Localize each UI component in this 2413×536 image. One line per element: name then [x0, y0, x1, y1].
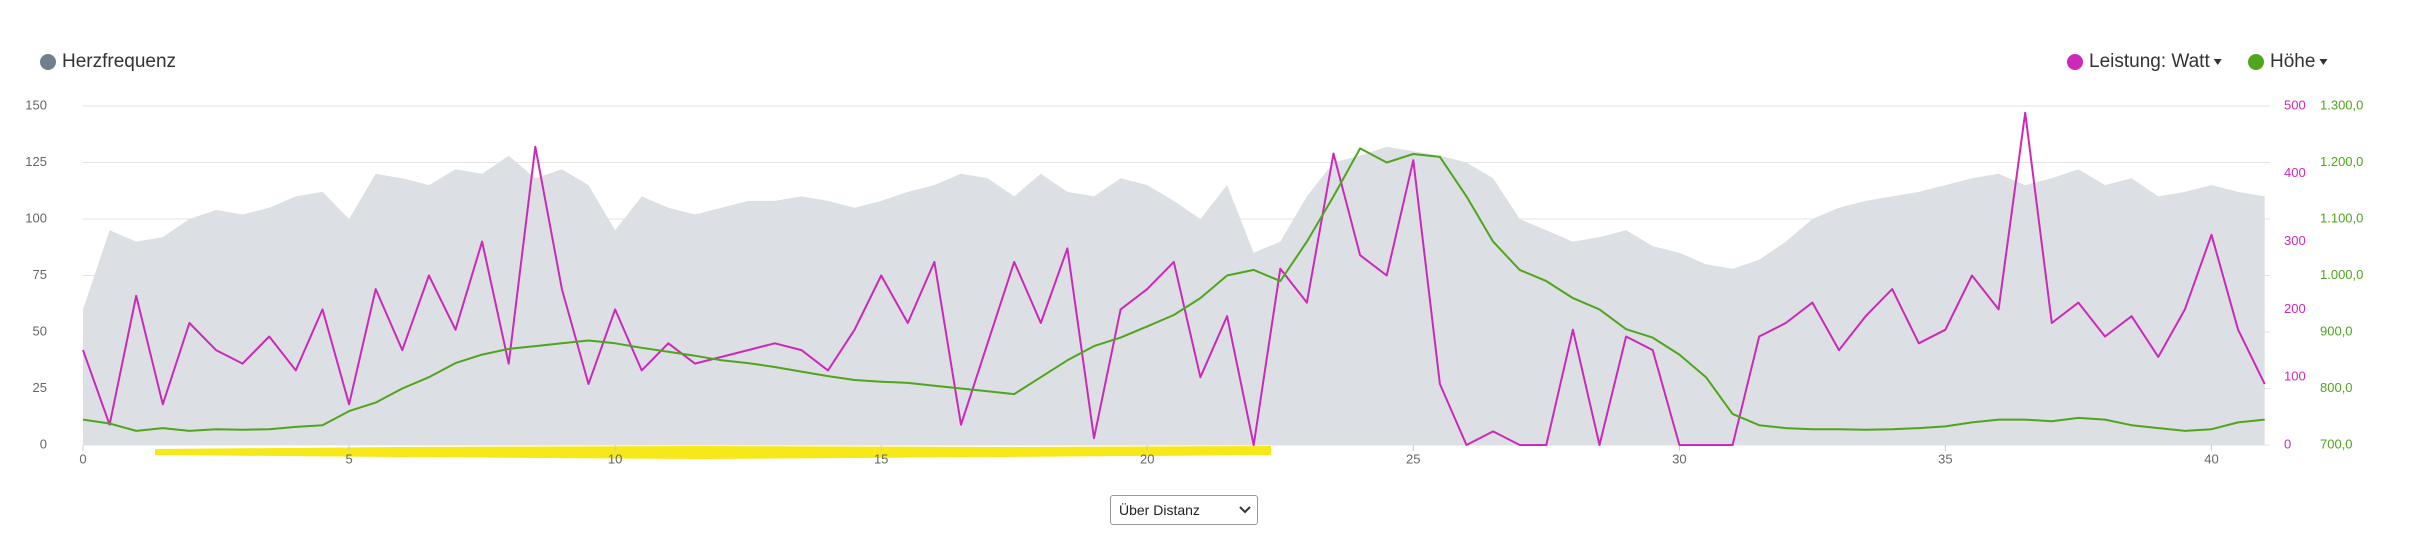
legend-caret[interactable] [2213, 59, 2222, 65]
x-tick-label: 10 [608, 451, 622, 466]
y2-tick-label: 300 [2284, 233, 2306, 248]
y3-tick-label: 1.200,0 [2320, 154, 2363, 169]
y3-tick-label: 1.100,0 [2320, 210, 2363, 225]
x-tick-label: 5 [345, 451, 352, 466]
x-mode-select[interactable]: Über Distanz [1110, 495, 1258, 525]
y3-tick-label: 1.300,0 [2320, 97, 2363, 112]
x-tick-label: 20 [1140, 451, 1154, 466]
x-tick-label: 25 [1406, 451, 1420, 466]
highlight-scribble [155, 446, 1271, 459]
legend-caret[interactable] [2319, 59, 2328, 65]
select-caret [1239, 506, 1251, 514]
chart: 02550751001251500100200300400500700,0800… [25, 51, 2363, 466]
legend-label[interactable]: Leistung: Watt [2089, 51, 2210, 72]
y2-tick-label: 0 [2284, 436, 2291, 451]
y-tick-label: 75 [33, 267, 47, 282]
series-line [82, 147, 2265, 432]
x-tick-label: 30 [1672, 451, 1686, 466]
y2-tick-label: 100 [2284, 369, 2306, 384]
y-tick-label: 100 [25, 210, 47, 225]
legend-marker [2067, 54, 2083, 70]
series-line [82, 111, 2266, 446]
y-tick-label: 150 [25, 97, 47, 112]
legend-marker [2248, 54, 2264, 70]
legend-label[interactable]: Höhe [2270, 51, 2315, 72]
y3-tick-label: 900,0 [2320, 323, 2353, 338]
x-tick-label: 35 [1938, 451, 1952, 466]
y2-tick-label: 400 [2284, 165, 2306, 180]
x-tick-label: 40 [2204, 451, 2218, 466]
y-tick-label: 0 [40, 436, 47, 451]
hr-area [83, 146, 2265, 445]
y-tick-label: 125 [25, 154, 47, 169]
y-tick-label: 50 [33, 323, 47, 338]
y2-tick-label: 500 [2284, 97, 2306, 112]
legend-label[interactable]: Herzfrequenz [62, 51, 176, 72]
select-text: Über Distanz [1119, 502, 1200, 518]
y3-tick-label: 1.000,0 [2320, 267, 2363, 282]
y3-tick-label: 800,0 [2320, 380, 2353, 395]
y2-tick-label: 200 [2284, 301, 2306, 316]
y-tick-label: 25 [33, 380, 47, 395]
x-tick-label: 0 [79, 451, 86, 466]
y3-tick-label: 700,0 [2320, 436, 2353, 451]
x-tick-label: 15 [874, 451, 888, 466]
legend-marker [40, 54, 56, 70]
